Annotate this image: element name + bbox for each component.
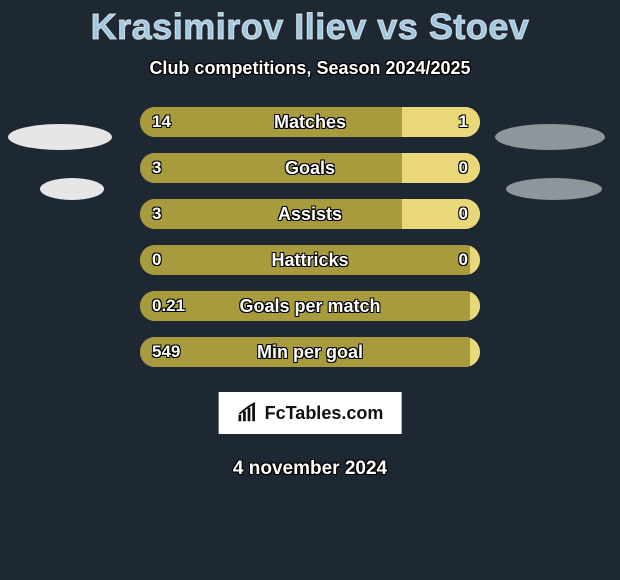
stat-value-right: 0 <box>459 245 468 275</box>
subtitle: Club competitions, Season 2024/2025 <box>0 58 620 79</box>
stat-row: Assists3 0 <box>0 199 620 229</box>
page-title: Krasimirov Iliev vs Stoev <box>0 0 620 48</box>
stat-value-left: 0 <box>152 245 161 275</box>
stat-label: Min per goal <box>140 337 480 367</box>
stat-value-right: 0 <box>459 199 468 229</box>
stat-value-left: 3 <box>152 153 161 183</box>
date-text: 4 november 2024 <box>0 458 620 480</box>
stat-value-left: 549 <box>152 337 180 367</box>
stat-row: Matches14 1 <box>0 107 620 137</box>
stat-row: Min per goal549 <box>0 337 620 367</box>
stat-row: Goals3 0 <box>0 153 620 183</box>
logo-box: FcTables.com <box>219 392 402 434</box>
stat-label: Hattricks <box>140 245 480 275</box>
stat-label: Assists <box>140 199 480 229</box>
comparison-infographic: Krasimirov Iliev vs Stoev Club competiti… <box>0 0 620 580</box>
stat-label: Matches <box>140 107 480 137</box>
stat-value-left: 3 <box>152 199 161 229</box>
stat-label: Goals per match <box>140 291 480 321</box>
stat-value-right: 1 <box>459 107 468 137</box>
stat-label: Goals <box>140 153 480 183</box>
stat-value-left: 0.21 <box>152 291 185 321</box>
stat-value-left: 14 <box>152 107 171 137</box>
chart-icon <box>237 402 259 424</box>
stat-bars: Matches141Goals30Assists30Hattricks00Goa… <box>0 107 620 367</box>
stat-value-right: 0 <box>459 153 468 183</box>
stat-row: Goals per match0.21 <box>0 291 620 321</box>
stat-row: Hattricks0 0 <box>0 245 620 275</box>
logo-text: FcTables.com <box>265 403 384 424</box>
